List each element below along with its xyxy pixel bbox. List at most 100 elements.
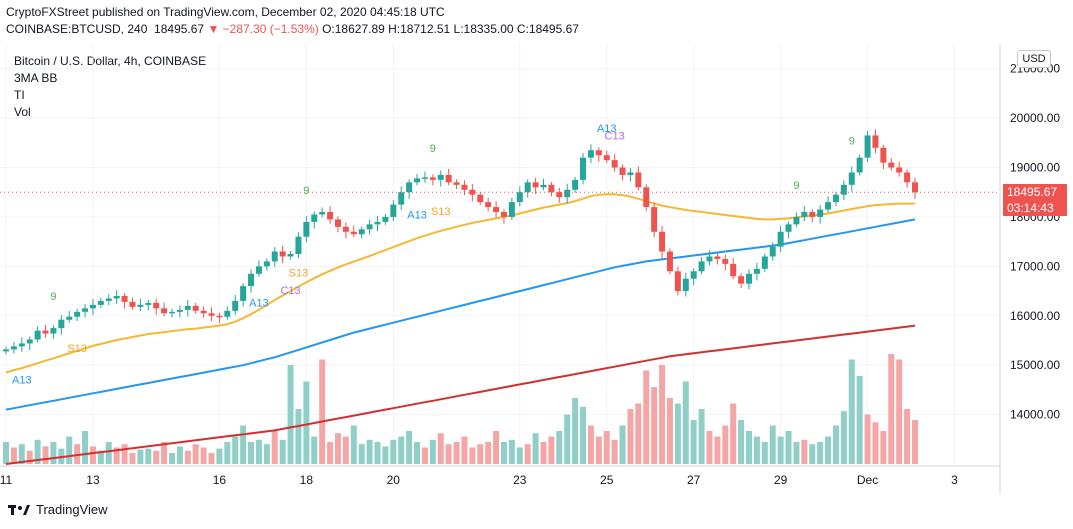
candle-body bbox=[603, 155, 610, 161]
candle-body bbox=[10, 346, 17, 350]
candle-body bbox=[89, 304, 96, 309]
candle-body bbox=[161, 308, 168, 314]
candle-body bbox=[864, 135, 871, 158]
volume-bar bbox=[18, 444, 25, 464]
candle-body bbox=[224, 310, 231, 317]
candle-body bbox=[437, 174, 444, 180]
volume-bar bbox=[461, 436, 468, 464]
volume-bar bbox=[651, 387, 658, 464]
candle-body bbox=[3, 349, 9, 352]
candle-body bbox=[34, 330, 41, 340]
volume-bar bbox=[216, 448, 223, 464]
candle-body bbox=[255, 266, 262, 274]
candle-body bbox=[184, 305, 191, 310]
volume-bar bbox=[3, 442, 9, 464]
volume-bar bbox=[627, 409, 634, 464]
candle-body bbox=[825, 202, 832, 210]
candle-body bbox=[113, 296, 120, 299]
volume-bar bbox=[508, 439, 515, 464]
volume-bar bbox=[263, 444, 270, 464]
currency-button[interactable]: USD bbox=[1017, 50, 1051, 68]
candle-body bbox=[635, 172, 642, 188]
volume-bar bbox=[516, 447, 523, 464]
x-tick-label: 25 bbox=[600, 473, 614, 487]
candle-body bbox=[342, 226, 349, 232]
candle-body bbox=[912, 182, 918, 193]
volume-bar bbox=[643, 370, 650, 464]
volume-bar bbox=[161, 442, 168, 464]
volume-bar bbox=[445, 444, 452, 464]
candle-body bbox=[532, 182, 539, 188]
candle-body bbox=[453, 182, 460, 185]
volume-bar bbox=[746, 431, 753, 464]
volume-bar bbox=[406, 431, 413, 464]
candle-body bbox=[856, 157, 863, 173]
candle-body bbox=[769, 246, 776, 257]
volume-bar bbox=[793, 442, 800, 464]
x-tick-label: 16 bbox=[213, 473, 227, 487]
candle-body bbox=[429, 177, 436, 180]
volume-bar bbox=[825, 436, 832, 464]
td-label: 9 bbox=[50, 291, 56, 303]
candle-body bbox=[643, 187, 650, 208]
td-label: A13 bbox=[12, 374, 32, 386]
candle-body bbox=[421, 177, 428, 179]
candle-body bbox=[311, 214, 318, 222]
candle-body bbox=[66, 316, 73, 320]
candle-body bbox=[524, 182, 531, 193]
indicator-ti[interactable]: TI bbox=[14, 88, 25, 102]
volume-bar bbox=[50, 442, 57, 464]
volume-bar bbox=[42, 446, 49, 464]
candle-body bbox=[176, 309, 183, 312]
volume-bar bbox=[113, 447, 120, 464]
volume-bar bbox=[564, 414, 571, 464]
volume-bar bbox=[421, 447, 428, 464]
volume-bar bbox=[255, 439, 262, 464]
volume-bar bbox=[89, 446, 96, 464]
candle-body bbox=[192, 305, 199, 311]
symbol-summary: COINBASE:BTCUSD, 240 18495.67 ▼ −287.30 … bbox=[6, 22, 579, 36]
volume-bar bbox=[311, 436, 318, 464]
candle-body bbox=[801, 212, 808, 217]
volume-bar bbox=[145, 448, 152, 464]
volume-bar bbox=[896, 359, 903, 464]
tradingview-logo-icon bbox=[8, 504, 30, 515]
candle-body bbox=[168, 311, 175, 314]
candle-body bbox=[730, 263, 737, 277]
candle-body bbox=[619, 167, 626, 175]
ma-short-line bbox=[5, 193, 915, 374]
volume-bar bbox=[840, 411, 847, 464]
candle-body bbox=[872, 135, 879, 148]
volume-bar bbox=[587, 425, 594, 464]
volume-bar bbox=[722, 425, 729, 464]
volume-bar bbox=[777, 436, 784, 464]
candle-body bbox=[738, 276, 745, 284]
volume-bar bbox=[137, 449, 144, 464]
candle-body bbox=[777, 231, 784, 247]
volume-bar bbox=[864, 414, 871, 464]
indicator-vol[interactable]: Vol bbox=[14, 105, 31, 119]
indicator-3ma-bb[interactable]: 3MA BB bbox=[14, 71, 58, 85]
candle-body bbox=[390, 204, 397, 217]
volume-bar bbox=[295, 409, 302, 464]
volume-bar bbox=[248, 442, 255, 464]
volume-bar bbox=[666, 398, 673, 464]
volume-bar bbox=[659, 365, 666, 464]
footer-brand[interactable]: TradingView bbox=[8, 502, 108, 517]
volume-bar bbox=[366, 439, 373, 464]
candle-body bbox=[248, 273, 255, 287]
bar-countdown-tag: 03:14:43 bbox=[1003, 200, 1067, 217]
published-line: CryptoFXStreet published on TradingView.… bbox=[6, 5, 445, 19]
td-label: 9 bbox=[849, 135, 855, 147]
volume-bar bbox=[34, 439, 41, 464]
candle-body bbox=[366, 224, 373, 230]
volume-bar bbox=[319, 359, 326, 464]
volume-bar bbox=[374, 442, 381, 464]
volume-bar bbox=[603, 431, 610, 464]
y-tick-label: 17000.00 bbox=[1010, 259, 1060, 273]
candle-body bbox=[42, 330, 49, 334]
candle-body bbox=[587, 150, 594, 158]
volume-bar bbox=[714, 436, 721, 464]
candle-body bbox=[319, 212, 326, 215]
